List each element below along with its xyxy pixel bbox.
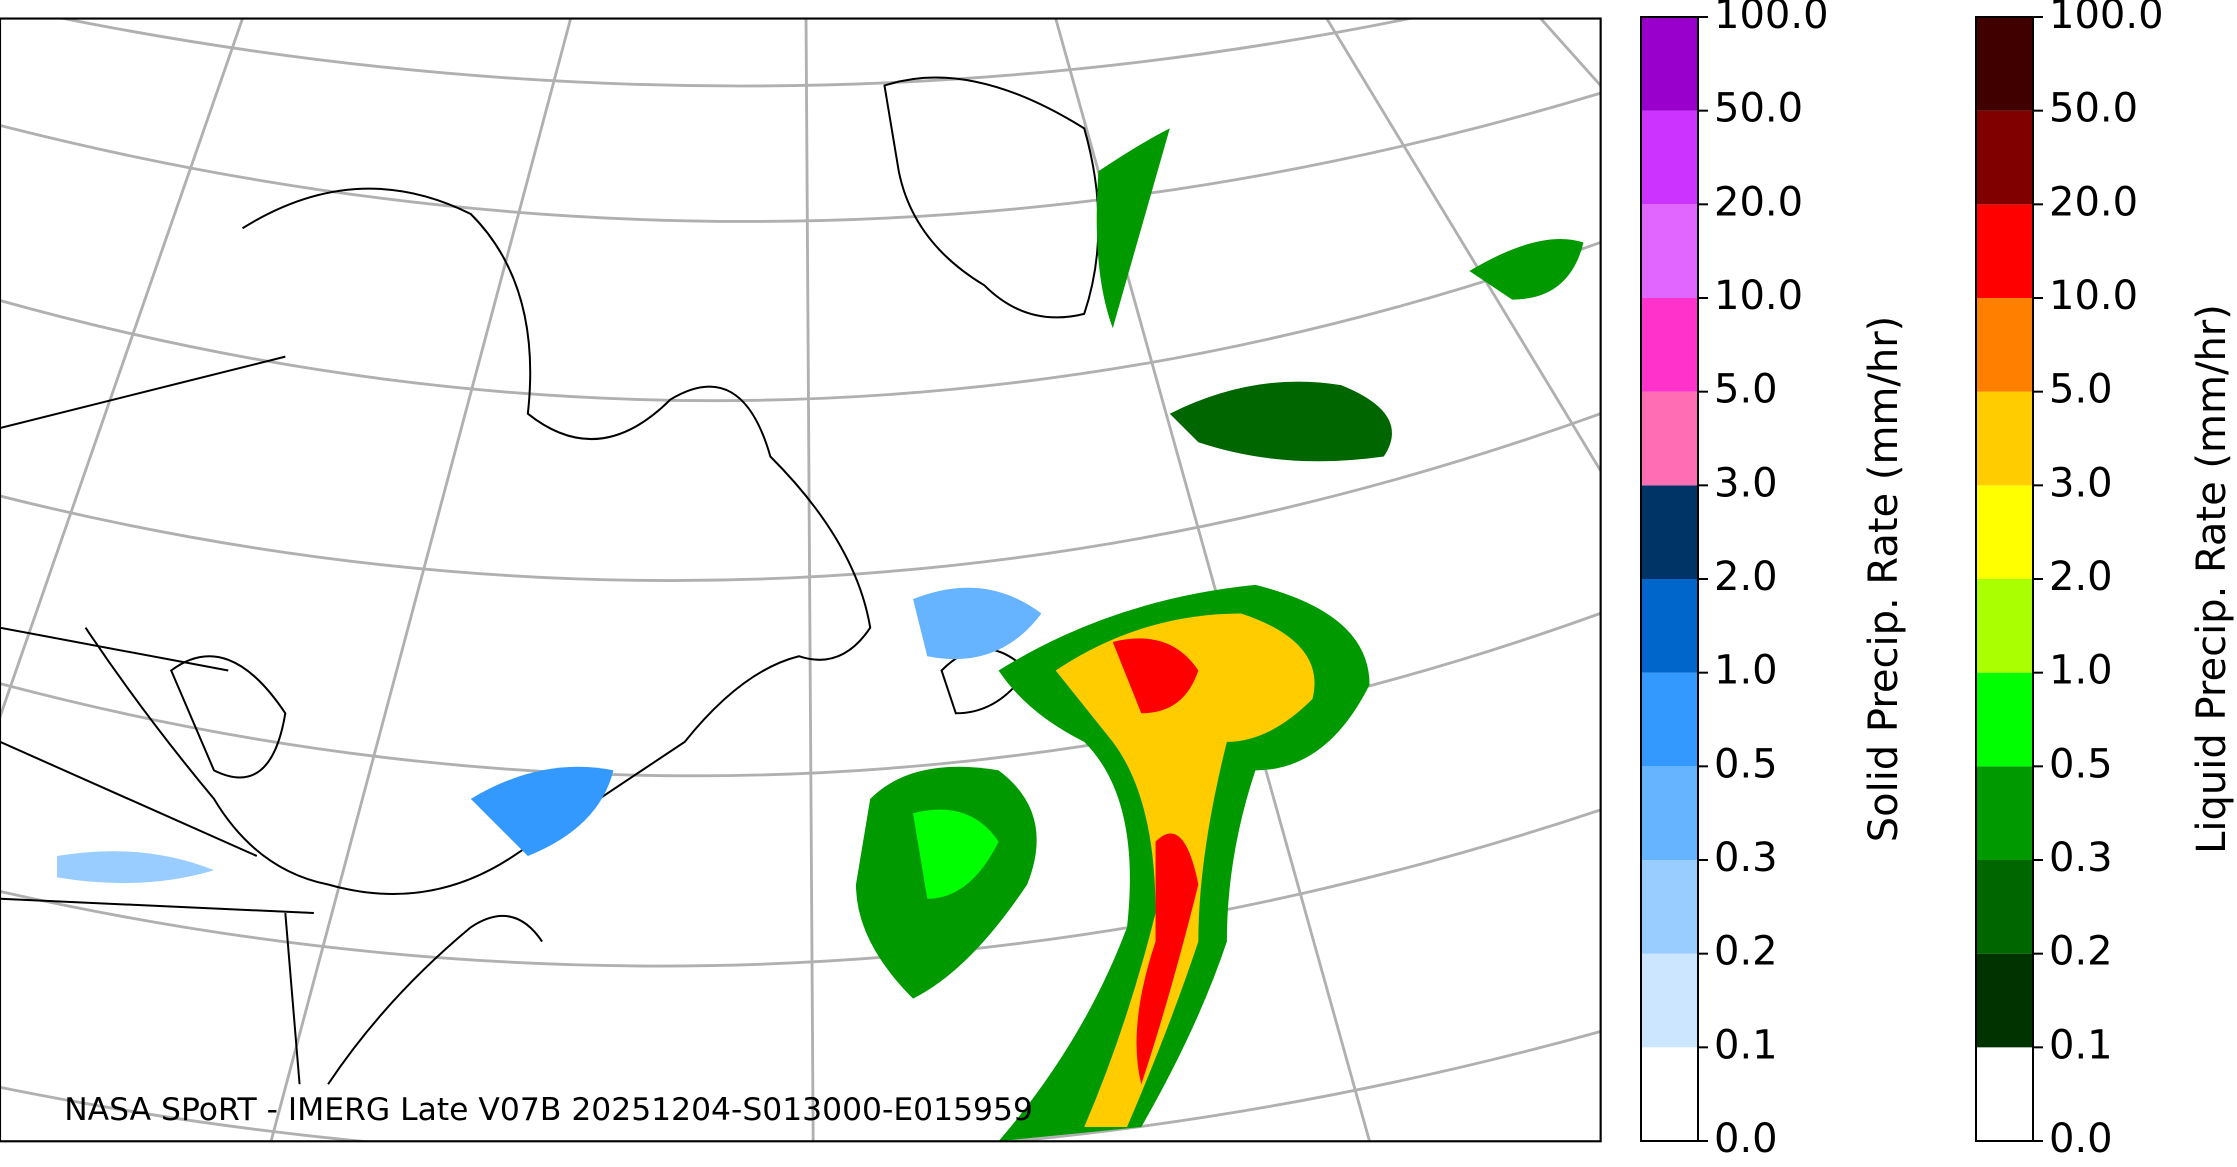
colorbar-segment [1976, 953, 2033, 1048]
colorbar-segment [1641, 579, 1698, 673]
colorbar-tick-label: 0.1 [2049, 1022, 2113, 1068]
colorbar-segment [1976, 110, 2033, 205]
colorbar-tick-label: 100.0 [1714, 0, 1829, 38]
colorbar-segment [1641, 953, 1698, 1048]
colorbar-segment [1976, 579, 2033, 673]
coastlines [0, 76, 1100, 1085]
colorbar-label: Liquid Precip. Rate (mm/hr) [2189, 304, 2235, 854]
colorbar-tick-label: 50.0 [1714, 86, 1803, 132]
colorbar-tick-label: 0.5 [2049, 741, 2113, 787]
colorbar-tick-label: 0.2 [2049, 929, 2113, 975]
colorbar-segment [1976, 1047, 2033, 1141]
precip [57, 128, 1584, 1142]
colorbar-tick-label: 20.0 [2049, 179, 2138, 225]
colorbar-segment [1641, 298, 1698, 392]
colorbar-segment [1976, 391, 2033, 486]
colorbar-tick-label: 5.0 [1714, 367, 1778, 413]
colorbar-tick-label: 1.0 [2049, 648, 2113, 694]
colorbar-tick-label: 0.1 [1714, 1022, 1778, 1068]
colorbar-tick-label: 10.0 [2049, 273, 2138, 319]
colorbar-segment [1641, 17, 1698, 111]
colorbar-tick-label: 0.3 [2049, 835, 2113, 881]
colorbar-tick-label: 0.5 [1714, 741, 1778, 787]
colorbar-tick-label: 3.0 [1714, 460, 1778, 506]
colorbar-tick-label: 5.0 [2049, 367, 2113, 413]
colorbar-tick-label: 100.0 [2049, 0, 2164, 38]
graticule [0, 18, 1601, 1142]
colorbar-tick-label: 0.2 [1714, 929, 1778, 975]
colorbar-tick-label: 0.0 [2049, 1116, 2113, 1162]
colorbar-segment [1641, 1047, 1698, 1141]
map-frame [0, 17, 1602, 1143]
colorbar-segment [1641, 860, 1698, 954]
colorbar-tick-label: 2.0 [2049, 554, 2113, 600]
colorbar-tick-label: 1.0 [1714, 648, 1778, 694]
colorbar-segment [1976, 17, 2033, 111]
colorbar-segment [1976, 204, 2033, 298]
credit: NASA SPoRT - IMERG Late V07B 20251204-S0… [64, 1092, 1033, 1128]
colorbar-segment [1641, 110, 1698, 205]
colorbar-tick-label: 0.3 [1714, 835, 1778, 881]
map-content: NASA SPoRT - IMERG Late V07B 20251204-S0… [0, 18, 1601, 1142]
colorbar-tick-label: 50.0 [2049, 86, 2138, 132]
map: NASA SPoRT - IMERG Late V07B 20251204-S0… [0, 17, 1602, 1143]
colorbar-segment [1976, 672, 2033, 767]
colorbar-label: Solid Precip. Rate (mm/hr) [1861, 316, 1907, 843]
colorbar-tick-label: 3.0 [2049, 460, 2113, 506]
colorbar-segment [1976, 860, 2033, 954]
colorbar-segment [1641, 672, 1698, 767]
colorbar-tick-label: 2.0 [1714, 554, 1778, 600]
colorbar-tick-label: 0.0 [1714, 1116, 1778, 1162]
colorbar-segment [1641, 485, 1698, 579]
colorbar-segment [1641, 766, 1698, 860]
colorbar-segment [1976, 485, 2033, 579]
colorbar-segment [1976, 298, 2033, 392]
colorbar-segment [1641, 204, 1698, 298]
colorbar-tick-label: 20.0 [1714, 179, 1803, 225]
colorbar-segment [1976, 766, 2033, 860]
colorbar-tick-label: 10.0 [1714, 273, 1803, 319]
colorbar-segment [1641, 391, 1698, 486]
